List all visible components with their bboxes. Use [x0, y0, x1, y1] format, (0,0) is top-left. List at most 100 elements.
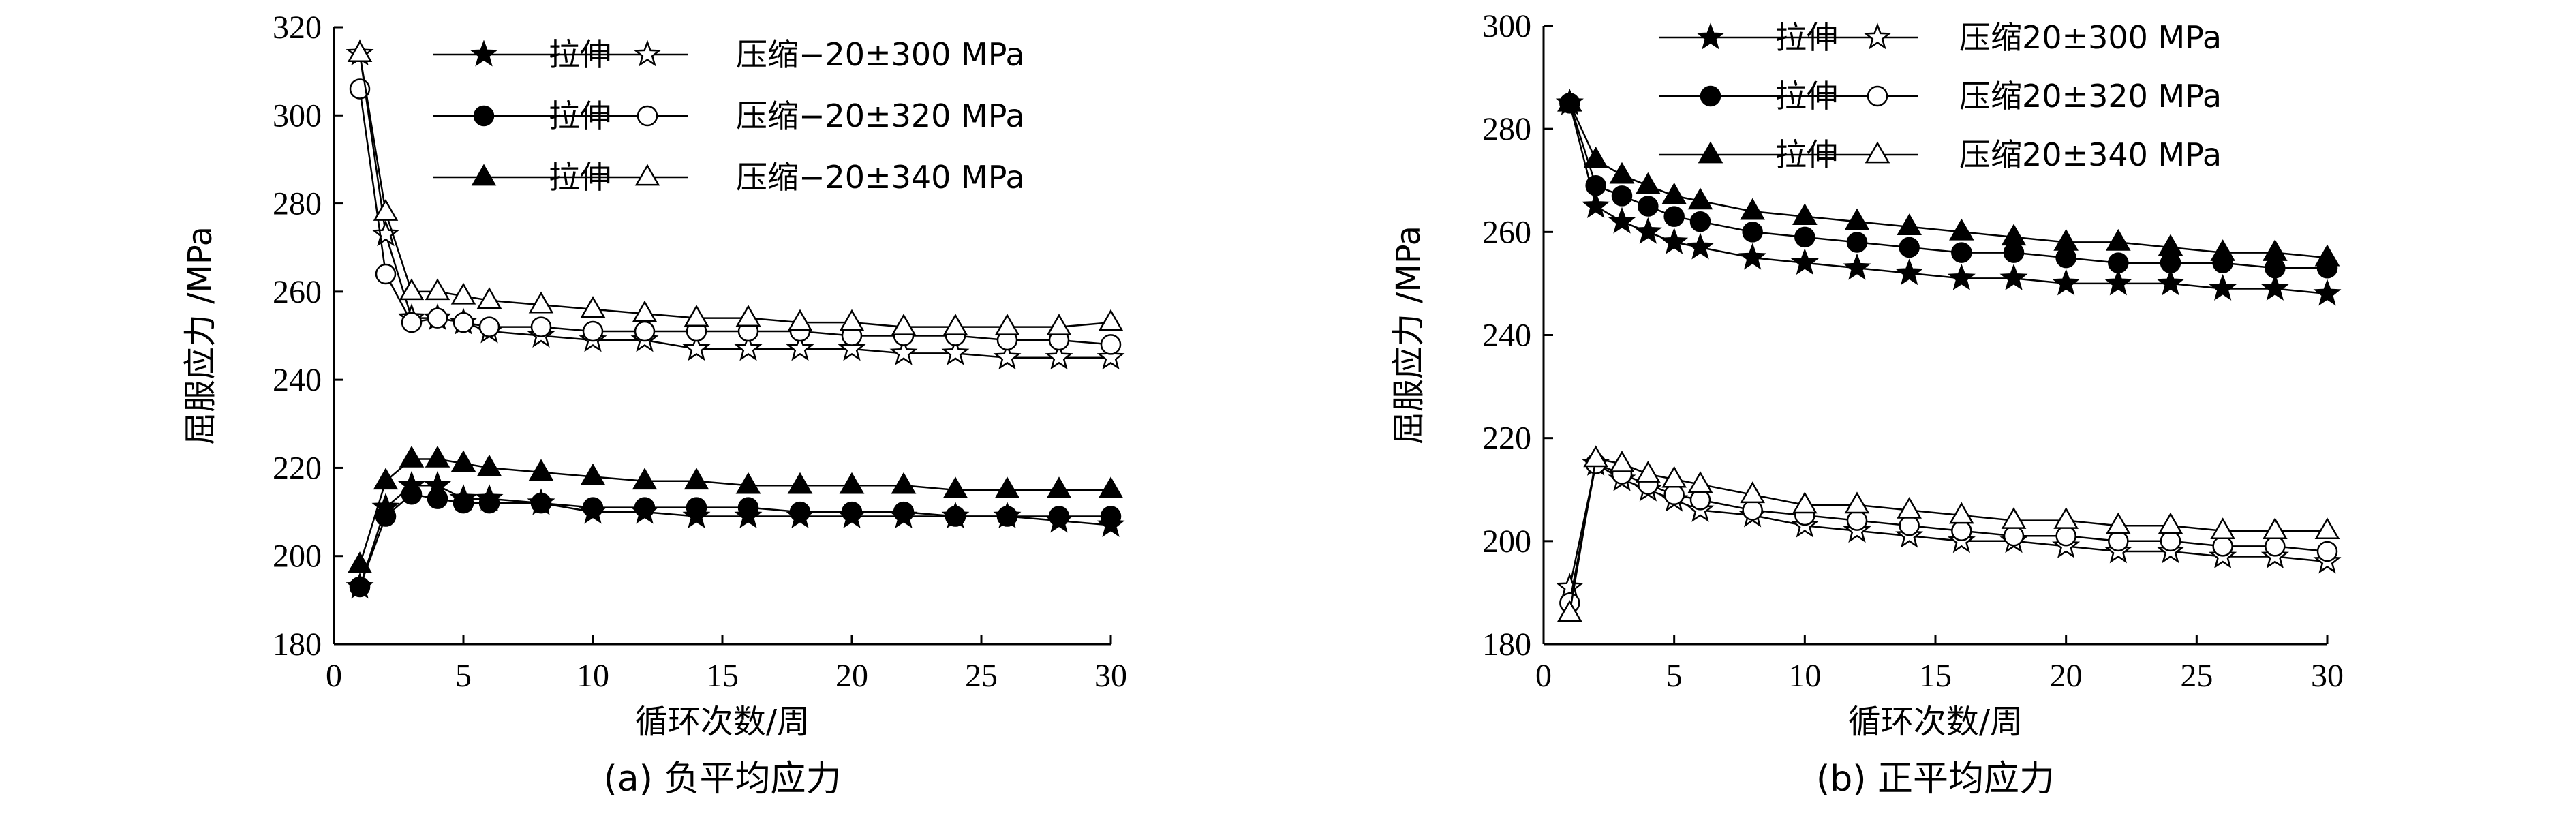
data-point	[580, 296, 606, 318]
data-point	[2108, 252, 2129, 273]
series-line	[1569, 102, 2328, 259]
data-point	[838, 334, 866, 361]
data-point	[1636, 172, 1661, 194]
legend-label-tension: 拉伸	[1775, 78, 1838, 115]
data-point	[582, 320, 604, 342]
data-point	[427, 307, 448, 329]
data-point	[1689, 211, 1711, 232]
x-tick-label: 25	[965, 658, 998, 694]
data-point	[993, 343, 1022, 370]
data-point	[841, 501, 863, 523]
x-tick-label: 20	[2050, 658, 2083, 694]
x-axis-title: 循环次数/周	[635, 703, 810, 741]
legend-label-tension: 拉伸	[1775, 136, 1838, 173]
legend-row: 拉伸 压缩−20±340 MPa	[433, 159, 1025, 196]
legend-label-compression: 压缩20±300 MPa	[1959, 19, 2222, 56]
data-point	[2210, 517, 2235, 540]
data-point	[1663, 206, 1685, 227]
data-point	[425, 445, 450, 468]
data-point	[399, 278, 425, 301]
data-point	[839, 472, 865, 494]
legend-label-tension: 拉伸	[549, 97, 611, 134]
data-point	[634, 497, 656, 518]
data-point	[1638, 196, 1659, 217]
panel-caption: (a) 负平均应力	[604, 759, 842, 800]
data-point	[1895, 258, 1924, 286]
data-point	[1582, 191, 1610, 218]
y-tick-label: 240	[1482, 318, 1531, 354]
data-point	[2001, 507, 2027, 529]
series-5	[1557, 445, 2340, 622]
data-point	[994, 314, 1020, 335]
legend-marker-compression	[1867, 85, 1888, 107]
x-tick-label: 10	[1788, 658, 1821, 694]
y-tick-label: 320	[273, 10, 322, 46]
data-point	[450, 282, 476, 305]
legend-marker-compression	[637, 105, 658, 127]
data-point	[349, 576, 371, 598]
x-axis-title: 循环次数/周	[1848, 703, 2023, 741]
data-point	[427, 488, 448, 509]
data-point	[373, 468, 399, 490]
data-point	[373, 198, 399, 221]
data-point	[2053, 228, 2079, 251]
data-point	[347, 40, 373, 63]
data-point	[786, 334, 814, 361]
data-point	[2052, 269, 2081, 296]
data-point	[1742, 222, 1763, 243]
data-point	[401, 312, 423, 333]
data-point	[1608, 207, 1636, 234]
y-axis-title: 屈服应力 /MPa	[181, 226, 219, 445]
data-point	[530, 492, 552, 514]
data-point	[734, 334, 763, 361]
y-axis-title: 屈服应力 /MPa	[1390, 226, 1428, 444]
legend-label-compression: 压缩20±340 MPa	[1959, 136, 2222, 173]
data-point	[1097, 343, 1125, 370]
data-point	[347, 551, 373, 573]
data-point	[399, 445, 425, 468]
x-tick-label: 15	[1919, 658, 1952, 694]
data-point	[1742, 500, 1763, 521]
y-tick-label: 300	[1482, 8, 1531, 44]
data-point	[1661, 182, 1687, 204]
data-point	[1609, 451, 1635, 472]
y-tick-label: 300	[273, 97, 322, 134]
legend-marker-tension	[1698, 141, 1723, 164]
data-point	[994, 476, 1020, 499]
data-point	[1098, 476, 1124, 499]
data-point	[2265, 257, 2286, 279]
data-point	[2055, 247, 2076, 269]
legend-marker-tension	[1696, 22, 1725, 50]
legend-row: 拉伸 压缩20±340 MPa	[1659, 136, 2222, 173]
data-point	[371, 219, 400, 247]
series-2	[349, 483, 1122, 598]
data-point	[453, 492, 474, 514]
data-point	[2263, 239, 2288, 261]
data-point	[682, 334, 711, 361]
data-point	[1947, 263, 1976, 290]
data-point	[1100, 334, 1122, 355]
x-tick-label: 5	[455, 658, 472, 694]
data-point	[737, 497, 759, 518]
data-point	[2212, 536, 2233, 557]
data-point	[1045, 343, 1073, 370]
legend-marker-compression	[634, 164, 660, 186]
data-point	[1585, 175, 1606, 196]
data-point	[476, 287, 502, 309]
y-tick-label: 240	[273, 362, 322, 398]
data-point	[996, 506, 1018, 527]
data-point	[2265, 536, 2286, 557]
data-point	[1583, 445, 1608, 468]
data-point	[1611, 185, 1633, 207]
legend-label-compression: 压缩−20±300 MPa	[736, 36, 1025, 73]
data-point	[425, 278, 450, 301]
data-point	[2158, 234, 2183, 256]
data-point	[1740, 198, 1765, 220]
legend-marker-tension	[1700, 85, 1721, 107]
data-point	[2314, 517, 2340, 540]
x-tick-label: 25	[2180, 658, 2213, 694]
panel-a-negative-mean-stress: 180 200 220 240 260 280 300 320 0 5 10 15 20 25 30 循环次数…	[181, 10, 1127, 800]
legend-marker-tension	[473, 105, 495, 127]
y-tick-label: 260	[273, 274, 322, 310]
